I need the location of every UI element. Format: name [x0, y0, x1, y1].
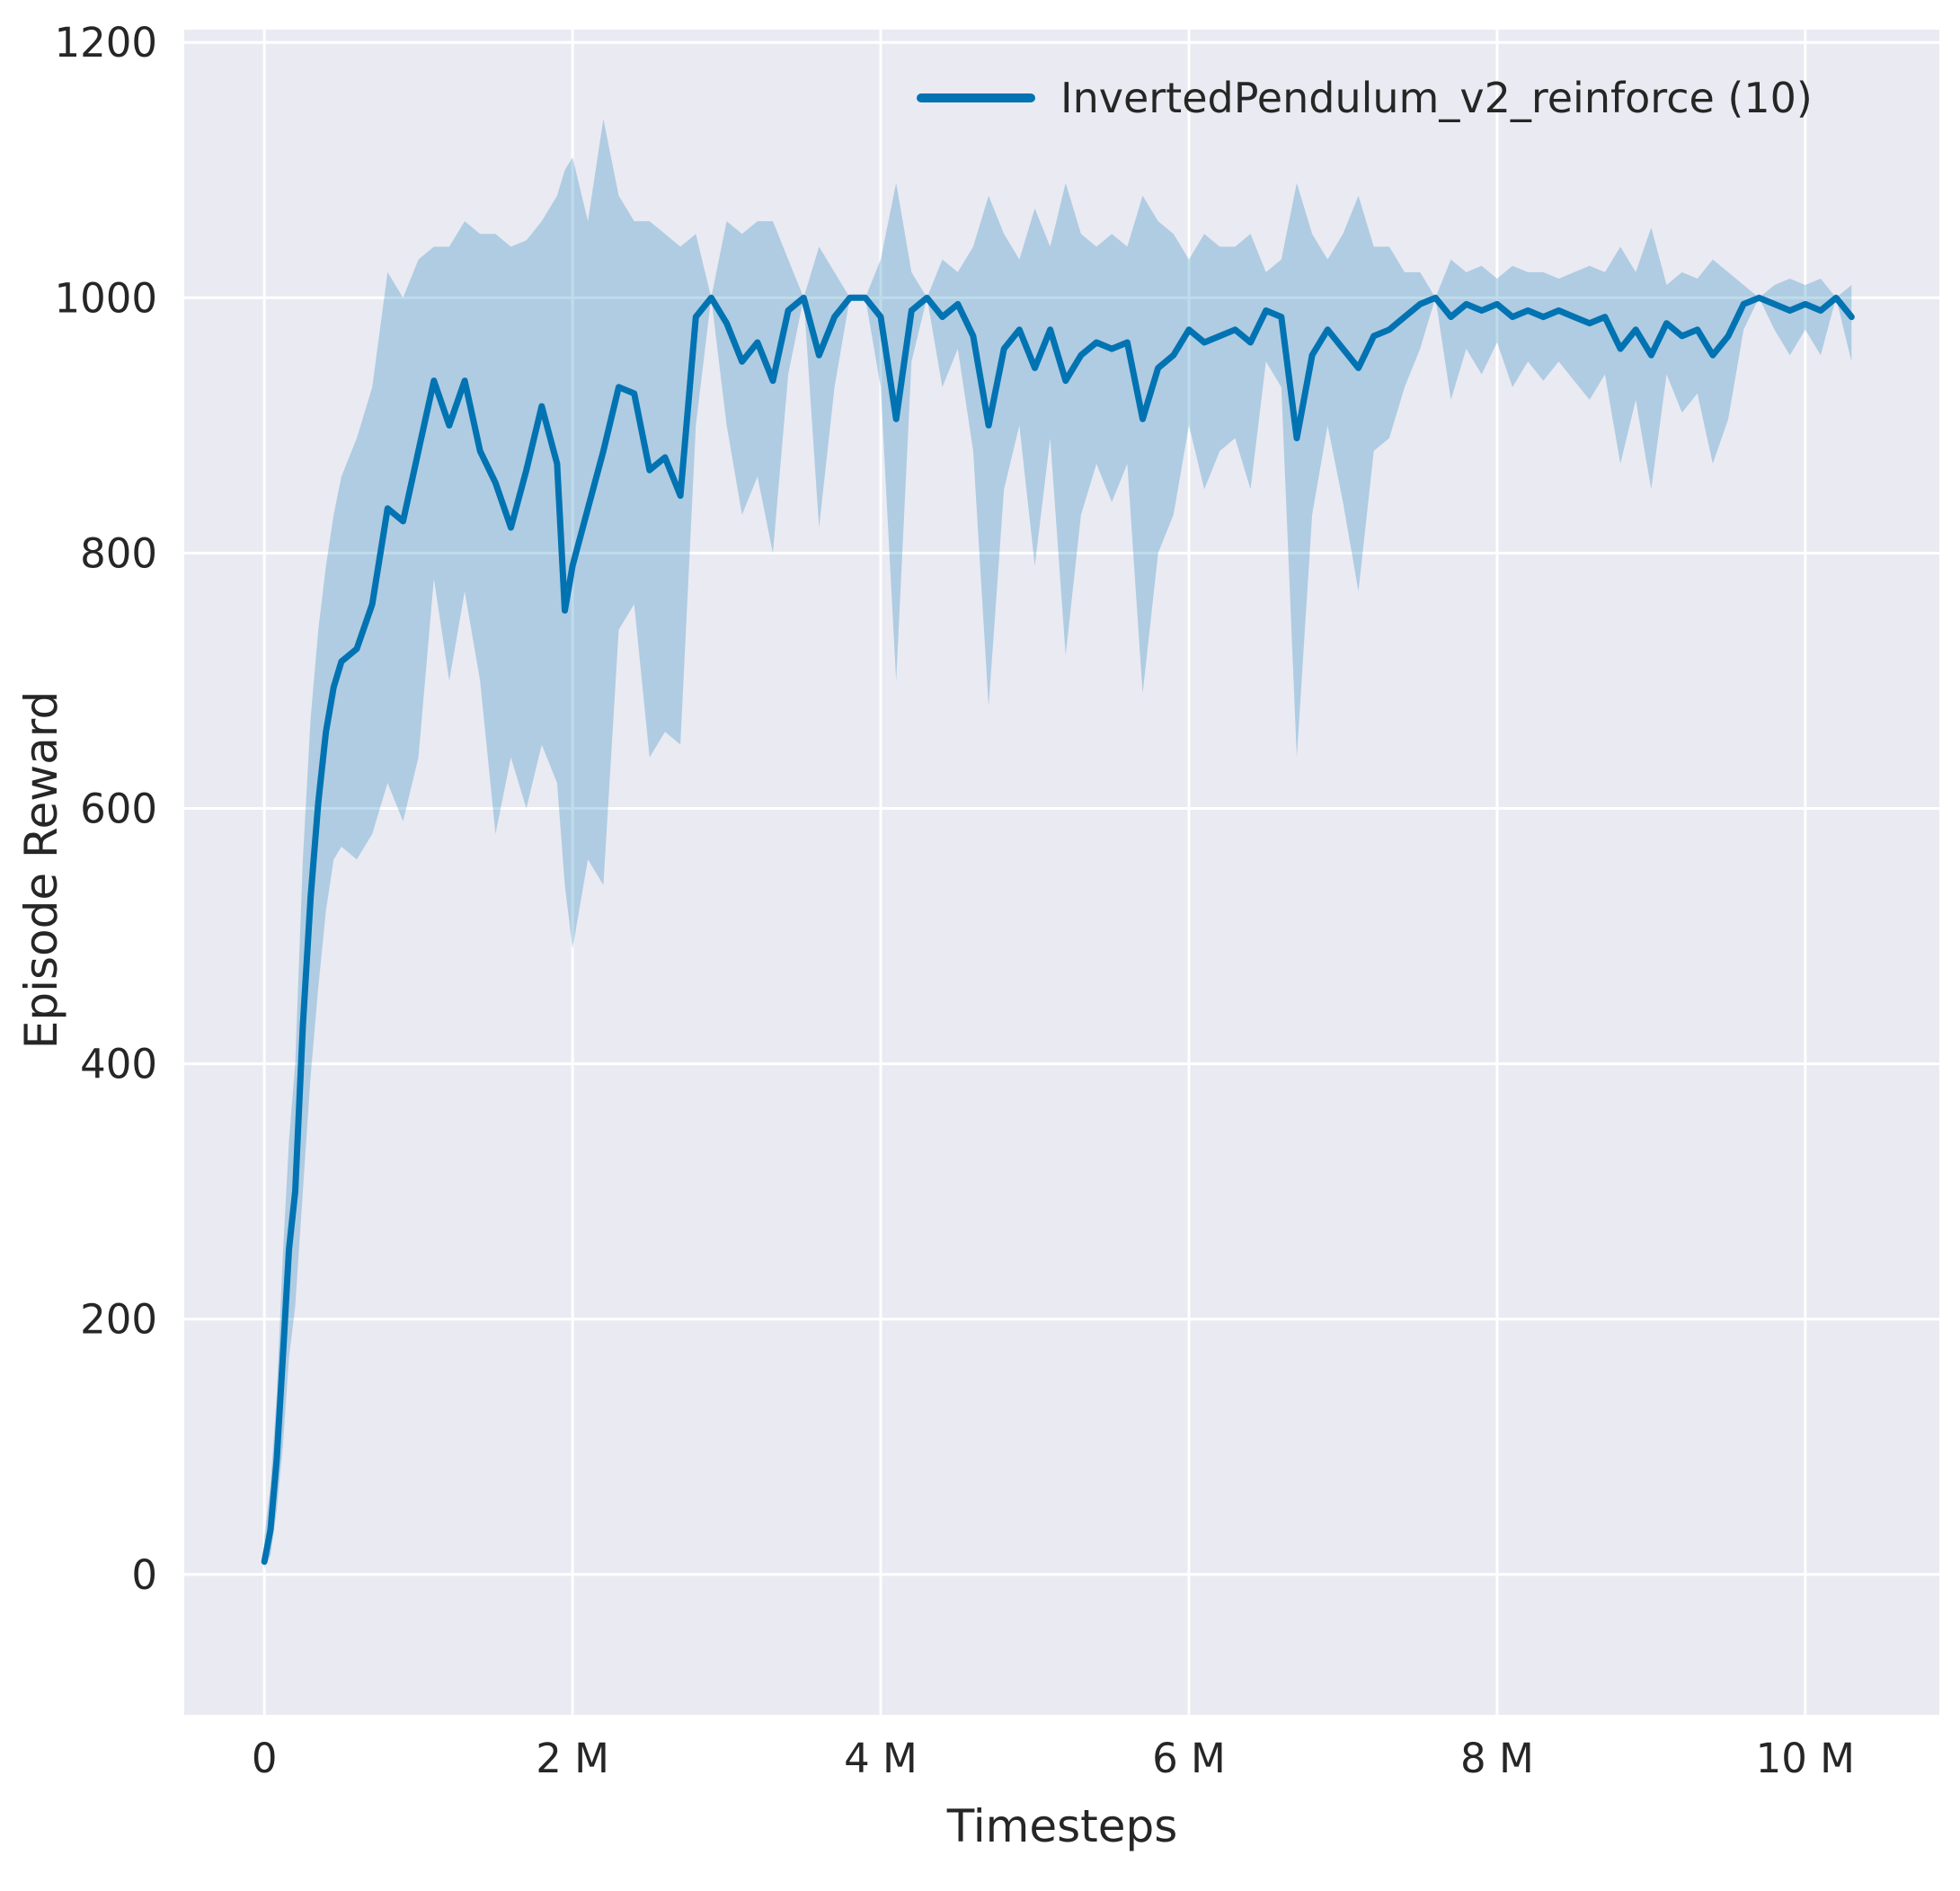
plot-background — [184, 30, 1939, 1715]
y-tick-label: 400 — [80, 1041, 157, 1088]
y-tick-label: 0 — [131, 1551, 157, 1599]
x-tick-label: 10 M — [1756, 1735, 1855, 1782]
x-axis-label: Timesteps — [946, 1800, 1178, 1852]
mean-line — [261, 294, 1855, 1565]
x-tick-label: 6 M — [1152, 1735, 1226, 1782]
x-tick-label: 2 M — [536, 1735, 609, 1782]
legend-label: InvertedPendulum_v2_reinforce (10) — [1060, 74, 1813, 122]
legend-line-icon — [917, 93, 1035, 102]
y-tick-label: 1000 — [54, 274, 157, 322]
confidence-band — [264, 119, 1852, 1568]
y-axis-label: Episode Reward — [15, 690, 67, 1050]
y-tick-label: 800 — [80, 529, 157, 577]
x-tick-label: 4 M — [844, 1735, 918, 1782]
y-tick-label: 600 — [80, 786, 157, 833]
x-tick-label: 8 M — [1460, 1735, 1534, 1782]
y-tick-label: 200 — [80, 1296, 157, 1344]
legend: InvertedPendulum_v2_reinforce (10) — [917, 74, 1813, 122]
y-tick-label: 1200 — [54, 19, 157, 67]
x-tick-label: 0 — [252, 1735, 278, 1782]
